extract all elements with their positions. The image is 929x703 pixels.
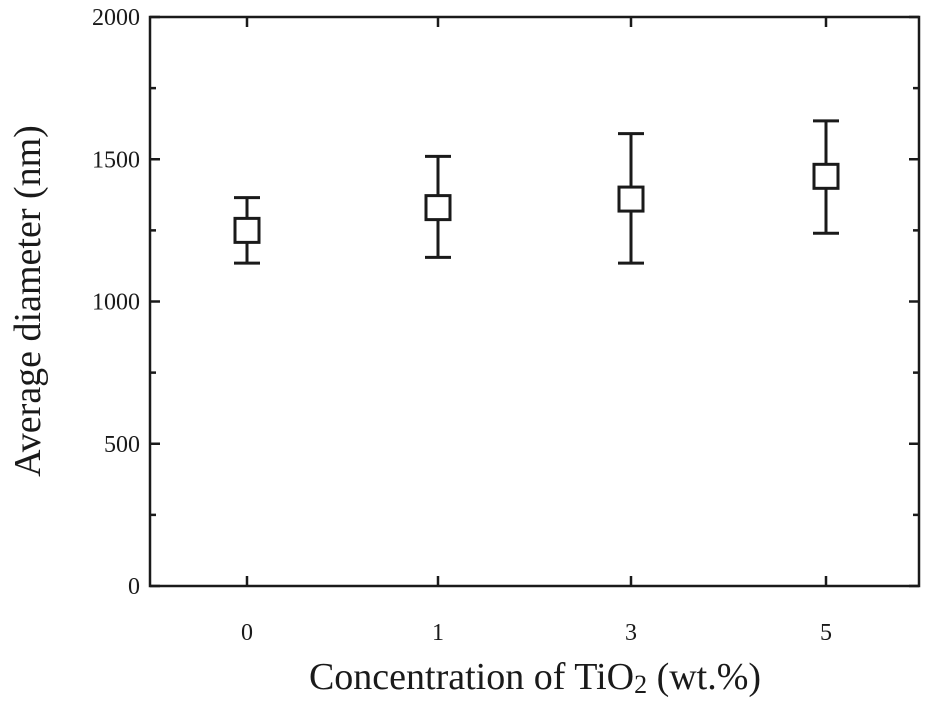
- x-tick-label: 1: [432, 620, 444, 646]
- x-axis-title: Concentration of TiO2 (wt.%): [309, 656, 761, 699]
- plot-frame: [148, 15, 921, 588]
- data-point-group: [812, 119, 840, 235]
- x-tick-label: 0: [241, 620, 253, 646]
- x-axis-title-tail: (wt.%): [647, 656, 761, 698]
- y-tick-label: 0: [128, 574, 140, 600]
- y-axis: 0 500 1000 1500 2000: [92, 5, 919, 600]
- x-axis: 0 1 3 5: [241, 17, 832, 646]
- x-axis-title-subscript: 2: [634, 670, 647, 699]
- data-point-marker: [617, 185, 645, 213]
- y-axis-title: Average diameter (nm): [7, 125, 49, 477]
- y-tick-label: 1000: [92, 290, 140, 316]
- data-point-marker: [424, 194, 452, 222]
- data-point-group: [233, 196, 261, 265]
- data-point-marker: [233, 216, 261, 244]
- x-tick-label: 5: [820, 620, 832, 646]
- y-tick-label: 500: [104, 432, 140, 458]
- data-point-group: [617, 132, 645, 265]
- data-series: [233, 119, 840, 265]
- data-point-group: [424, 154, 452, 259]
- y-tick-label: 1500: [92, 147, 140, 173]
- y-tick-label: 2000: [92, 5, 140, 31]
- x-axis-title-main: Concentration of TiO: [309, 656, 634, 698]
- x-tick-label: 3: [625, 620, 637, 646]
- data-point-marker: [812, 162, 840, 190]
